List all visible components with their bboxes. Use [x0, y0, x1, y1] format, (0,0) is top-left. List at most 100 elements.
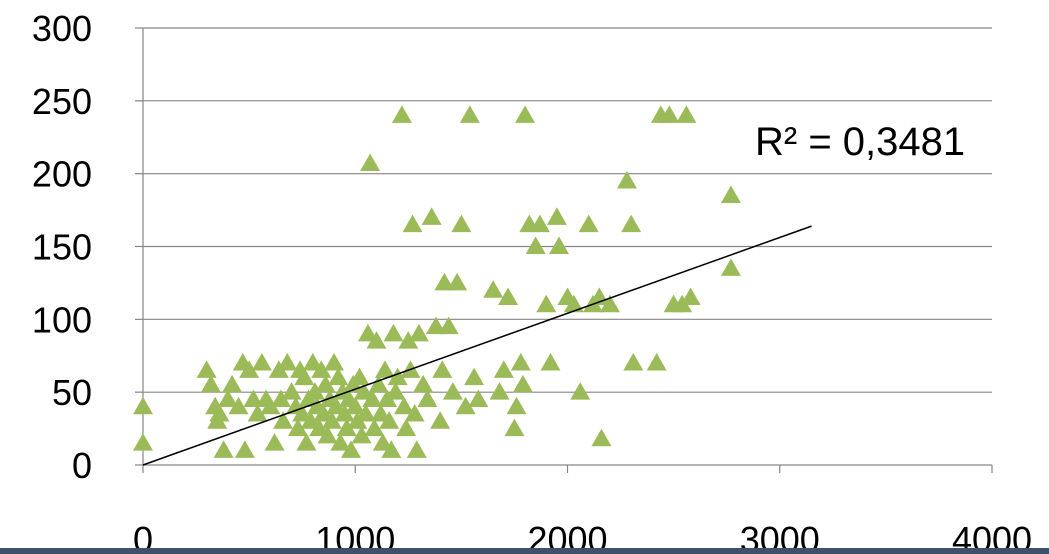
data-point-30: [296, 433, 317, 451]
data-point-44: [326, 396, 347, 415]
data-point-38: [313, 404, 334, 422]
data-point-105: [512, 374, 533, 393]
data-point-18: [260, 396, 281, 415]
data-point-37: [311, 360, 332, 378]
y-tick-label-250: 250: [32, 81, 92, 122]
data-point-115: [563, 294, 584, 313]
data-point-76: [396, 418, 417, 437]
data-point-43: [324, 353, 345, 371]
data-point-88: [432, 360, 453, 378]
data-point-94: [455, 396, 476, 415]
data-point-3: [200, 374, 221, 393]
data-point-104: [510, 353, 531, 371]
data-point-90: [438, 316, 459, 335]
data-point-8: [217, 389, 238, 407]
data-point-99: [489, 382, 510, 400]
data-point-13: [239, 360, 260, 378]
data-points: [133, 105, 741, 458]
data-point-96: [464, 367, 485, 386]
data-point-100: [493, 360, 514, 378]
data-point-73: [387, 367, 408, 386]
y-tick-label-100: 100: [32, 299, 92, 340]
data-point-106: [515, 105, 536, 123]
data-point-48: [334, 404, 355, 422]
data-point-132: [720, 185, 741, 204]
data-point-101: [498, 287, 519, 305]
data-point-79: [402, 214, 423, 233]
data-point-80: [404, 404, 425, 422]
data-point-124: [623, 353, 644, 371]
data-point-51: [341, 440, 362, 458]
data-point-26: [287, 418, 308, 437]
y-tick-label-150: 150: [32, 227, 92, 268]
data-point-113: [549, 236, 570, 254]
data-point-16: [251, 353, 272, 371]
data-point-112: [546, 207, 567, 225]
x-tick-label-0: 0: [133, 519, 153, 554]
data-point-19: [264, 433, 285, 451]
data-point-12: [234, 440, 255, 458]
data-point-85: [421, 207, 442, 225]
data-point-10: [228, 396, 249, 415]
y-tick-label-300: 300: [32, 8, 92, 49]
data-point-1: [133, 433, 153, 451]
data-point-2: [196, 360, 217, 378]
data-point-95: [459, 105, 480, 123]
data-point-56: [351, 425, 372, 444]
y-tick-label-200: 200: [32, 154, 92, 195]
data-point-49: [336, 418, 357, 437]
data-point-29: [294, 367, 315, 386]
data-point-46: [330, 433, 351, 451]
data-point-7: [213, 440, 234, 458]
bottom-bar: [0, 548, 1049, 554]
data-point-131: [680, 287, 701, 305]
data-point-125: [646, 353, 667, 371]
axes: [135, 27, 993, 473]
data-point-9: [222, 374, 243, 393]
data-point-123: [621, 214, 642, 233]
data-point-59: [357, 323, 378, 342]
data-point-108: [525, 236, 546, 254]
data-point-130: [676, 105, 697, 123]
data-point-14: [243, 389, 264, 407]
r-squared-label: R² = 0,3481: [755, 120, 965, 164]
data-point-70: [381, 440, 402, 458]
data-point-133: [720, 258, 741, 276]
data-point-103: [506, 396, 527, 415]
data-point-60: [360, 153, 381, 171]
data-point-77: [398, 331, 419, 349]
data-point-82: [408, 323, 429, 342]
y-tick-label-0: 0: [72, 445, 92, 486]
data-point-91: [442, 382, 463, 400]
data-point-45: [328, 367, 349, 386]
data-point-33: [302, 353, 323, 371]
data-point-81: [406, 440, 427, 458]
data-point-84: [417, 389, 438, 407]
data-point-89: [434, 272, 455, 291]
trendline-group: R² = 0,3481: [142, 120, 965, 466]
data-point-102: [504, 418, 525, 437]
data-point-55: [349, 367, 370, 386]
data-point-61: [362, 389, 383, 407]
y-tick-label-50: 50: [52, 372, 92, 413]
trendline: [142, 225, 812, 466]
data-point-36: [309, 418, 330, 437]
data-point-98: [483, 280, 504, 298]
data-point-57: [353, 382, 374, 400]
data-point-69: [379, 411, 400, 429]
data-point-97: [468, 389, 489, 407]
data-point-39: [315, 374, 336, 393]
data-point-63: [366, 331, 387, 349]
data-point-24: [281, 382, 302, 400]
data-point-75: [394, 396, 415, 415]
data-point-64: [368, 374, 389, 393]
data-point-111: [540, 353, 561, 371]
data-point-62: [364, 418, 385, 437]
data-point-53: [345, 396, 366, 415]
data-point-127: [659, 105, 680, 123]
data-point-74: [391, 105, 412, 123]
data-point-58: [355, 404, 376, 422]
data-point-110: [536, 294, 557, 313]
data-point-40: [317, 425, 338, 444]
